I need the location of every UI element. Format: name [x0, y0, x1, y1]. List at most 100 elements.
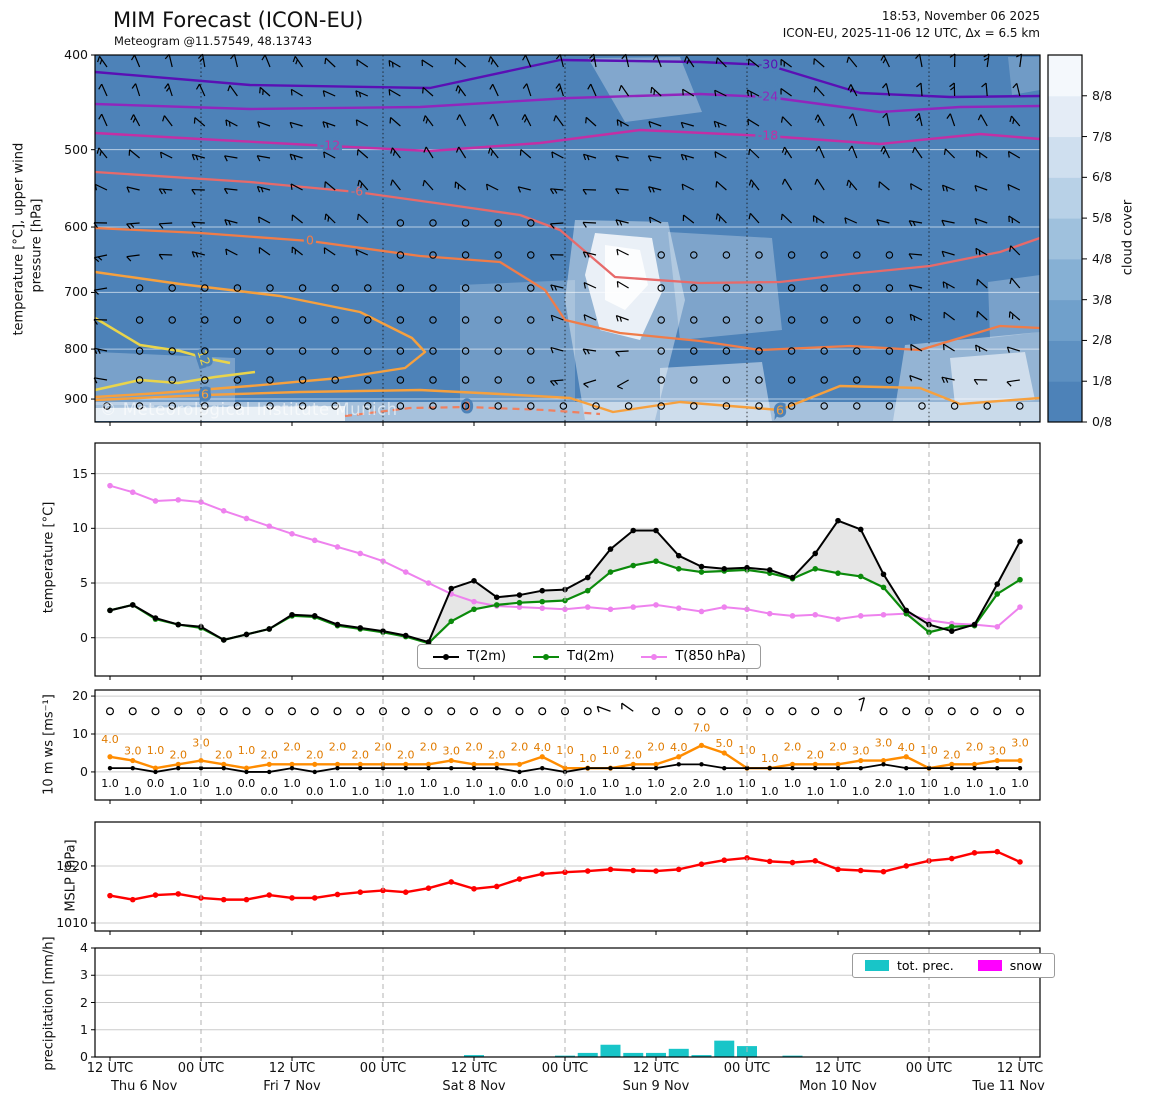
x-tick-utc: 12 UTC: [632, 1061, 680, 1076]
x-tick-utc: 00 UTC: [905, 1061, 953, 1076]
colorbar-tick: 8/8: [1092, 87, 1113, 103]
x-tick-utc: 12 UTC: [450, 1061, 498, 1076]
y-tick: 2: [80, 994, 88, 1010]
x-tick-day: Sun 9 Nov: [622, 1079, 690, 1094]
y-tick: 400: [64, 47, 88, 62]
svg-text:2.0: 2.0: [306, 748, 324, 761]
svg-text:0: 0: [306, 233, 314, 248]
temperature-panel: [91, 442, 1041, 680]
t2m-line-sample: [433, 653, 459, 660]
svg-text:1.0: 1.0: [852, 785, 870, 798]
svg-text:4.0: 4.0: [101, 733, 119, 746]
watermark: © Meteorological Institute Munich: [100, 400, 398, 419]
svg-text:2.0: 2.0: [943, 748, 961, 761]
snow-patch: [977, 960, 1002, 971]
svg-text:3.0: 3.0: [443, 745, 461, 758]
svg-text:1.0: 1.0: [283, 777, 301, 790]
x-tick-day: Thu 6 Nov: [110, 1079, 178, 1094]
svg-text:1.0: 1.0: [124, 785, 142, 798]
x-tick-utc: 12 UTC: [268, 1061, 316, 1076]
svg-text:1.0: 1.0: [943, 785, 961, 798]
legend-item-tot-prec: tot. prec.: [865, 958, 954, 973]
svg-text:1.0: 1.0: [215, 785, 233, 798]
svg-text:0.0: 0.0: [306, 785, 324, 798]
svg-text:1.0: 1.0: [966, 777, 984, 790]
y-tick: 0: [80, 629, 88, 645]
x-tick-utc: 00 UTC: [359, 1061, 407, 1076]
svg-text:4.0: 4.0: [534, 741, 552, 754]
svg-text:1.0: 1.0: [806, 785, 824, 798]
svg-text:5.0: 5.0: [716, 737, 734, 750]
svg-text:2.0: 2.0: [511, 740, 529, 753]
svg-text:2.0: 2.0: [283, 740, 301, 753]
svg-text:1.0: 1.0: [147, 744, 165, 757]
svg-text:1.0: 1.0: [625, 785, 643, 798]
svg-text:2.0: 2.0: [670, 785, 688, 798]
svg-text:-12: -12: [320, 138, 340, 153]
svg-text:2.0: 2.0: [420, 740, 438, 753]
svg-text:1.0: 1.0: [556, 744, 574, 757]
svg-text:1.0: 1.0: [420, 777, 438, 790]
x-tick-day: Fri 7 Nov: [263, 1079, 321, 1094]
legend-item-td2m: Td(2m): [532, 649, 614, 664]
y-tick: 0: [80, 763, 88, 779]
svg-text:1.0: 1.0: [238, 744, 256, 757]
colorbar-tick: 0/8: [1092, 414, 1113, 429]
svg-text:0.0: 0.0: [147, 777, 165, 790]
svg-text:2.0: 2.0: [806, 748, 824, 761]
legend-item-snow: snow: [977, 958, 1042, 973]
x-tick-utc: 00 UTC: [177, 1061, 225, 1076]
svg-text:2.0: 2.0: [625, 748, 643, 761]
svg-text:2.0: 2.0: [784, 740, 802, 753]
svg-text:1.0: 1.0: [397, 785, 415, 798]
svg-text:1.0: 1.0: [488, 785, 506, 798]
svg-text:7.0: 7.0: [693, 721, 711, 734]
x-tick-day: Mon 10 Nov: [799, 1079, 877, 1094]
colorbar-tick: 6/8: [1092, 169, 1113, 185]
svg-text:1.0: 1.0: [170, 785, 188, 798]
wind-panel: 4.0 1.0 3.0 1.0 1.0 0.0 2.0 1.0 3.0 1.0 2.0 1.0 1.0 0…: [91, 689, 1041, 804]
colorbar-tick: 2/8: [1092, 332, 1113, 348]
legend-item-t2m: T(2m): [432, 649, 506, 664]
colorbar-tick: 4/8: [1092, 250, 1113, 266]
cloud-cover-colorbar: [1047, 54, 1087, 423]
svg-text:1.0: 1.0: [534, 785, 552, 798]
y-tick: 700: [64, 284, 88, 300]
svg-text:0.0: 0.0: [511, 777, 529, 790]
t850-line-sample: [641, 653, 668, 660]
svg-text:-24: -24: [758, 89, 778, 104]
x-tick-utc: 00 UTC: [723, 1061, 771, 1076]
y-tick: 800: [64, 341, 88, 357]
svg-text:1.0: 1.0: [647, 777, 665, 790]
svg-text:1.0: 1.0: [101, 777, 119, 790]
svg-text:0: 0: [463, 399, 471, 414]
svg-text:3.0: 3.0: [988, 745, 1006, 758]
svg-text:4.0: 4.0: [897, 741, 915, 754]
svg-text:2.0: 2.0: [397, 748, 415, 761]
issue-time: 18:53, November 06 2025: [881, 9, 1040, 23]
svg-text:2.0: 2.0: [488, 748, 506, 761]
svg-text:-30: -30: [758, 57, 778, 72]
y-tick: 1010: [56, 915, 88, 930]
x-tick-utc: 12 UTC: [86, 1061, 134, 1076]
y-tick: 500: [64, 141, 88, 157]
tot-prec-patch: [865, 960, 889, 971]
temperature-ylabel: temperature [°C]: [41, 501, 57, 614]
svg-text:0.0: 0.0: [238, 777, 256, 790]
svg-text:1.0: 1.0: [897, 785, 915, 798]
colorbar-tick: 1/8: [1092, 373, 1113, 389]
svg-text:2.0: 2.0: [966, 740, 984, 753]
svg-text:2.0: 2.0: [829, 740, 847, 753]
x-tick-utc: 12 UTC: [996, 1061, 1044, 1076]
svg-text:1.0: 1.0: [784, 777, 802, 790]
svg-text:6: 6: [201, 387, 209, 402]
y-tick: 20: [72, 688, 88, 704]
svg-text:1.0: 1.0: [1011, 777, 1029, 790]
colorbar-label: cloud cover: [1120, 199, 1136, 276]
svg-text:3.0: 3.0: [192, 737, 210, 750]
svg-text:6: 6: [776, 403, 784, 418]
x-tick-utc: 00 UTC: [541, 1061, 589, 1076]
temperature-legend: T(2m) Td(2m) T(850 hPa): [417, 644, 761, 669]
svg-text:1.0: 1.0: [352, 785, 370, 798]
y-tick: 15: [72, 465, 88, 481]
